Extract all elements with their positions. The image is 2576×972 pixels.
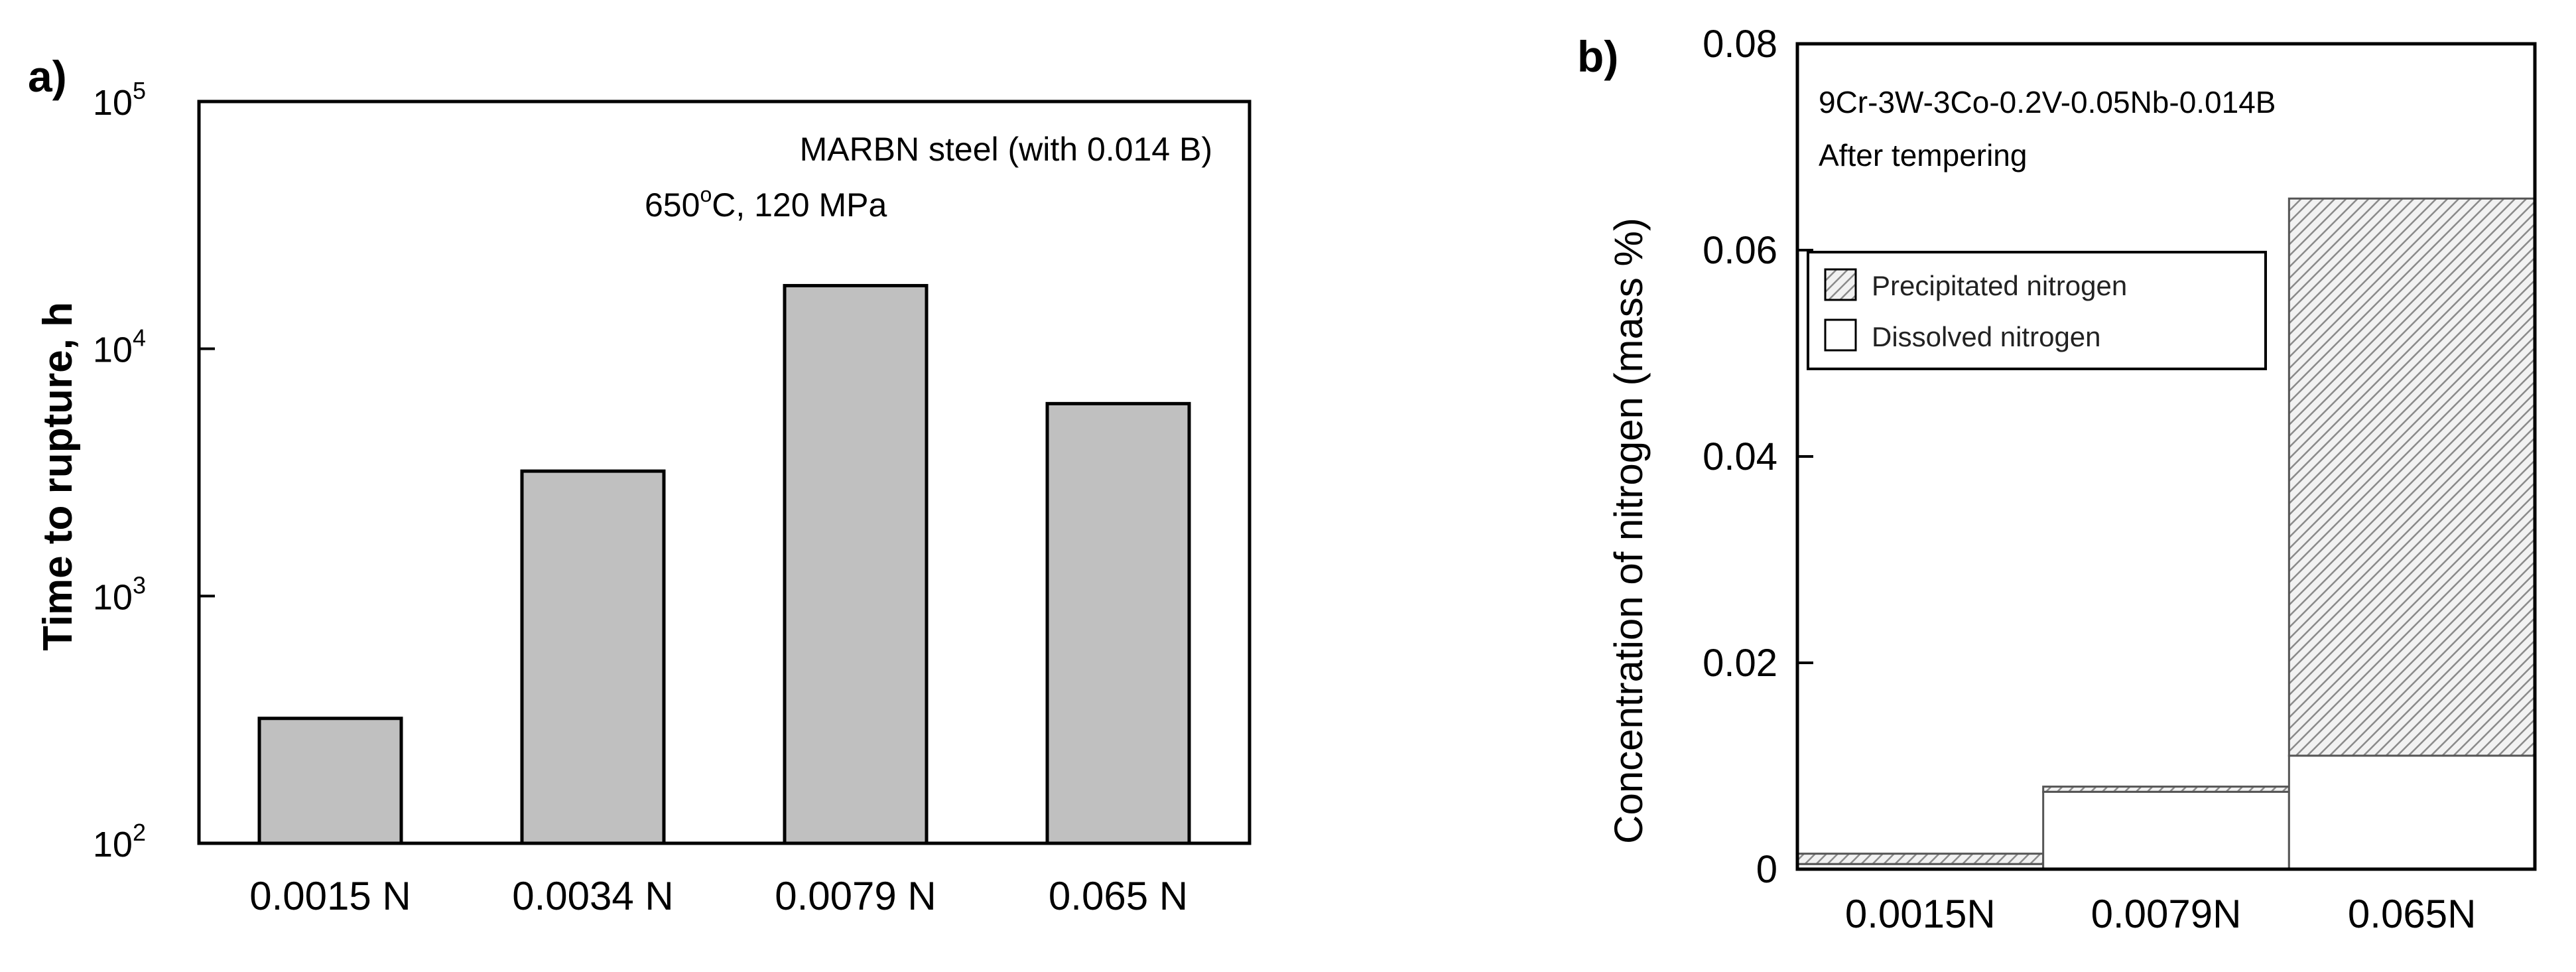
chart-b-category-label: 0.0079N xyxy=(2091,892,2242,936)
chart-a-category-label: 0.065 N xyxy=(1049,874,1188,918)
legend-swatch-dissolved xyxy=(1824,318,1857,352)
legend-label-precipitated: Precipitated nitrogen xyxy=(1872,270,2127,301)
chart-a-plot-frame xyxy=(197,100,1252,845)
chart-a-ytick-label: 104 xyxy=(93,324,146,370)
chart-a-bar xyxy=(783,284,929,845)
chart-a-bar xyxy=(1045,401,1191,845)
chart-a-annotation-degree: o xyxy=(700,182,712,206)
chart-b-category-label: 0.065N xyxy=(2348,892,2476,936)
chart-a-ytick-label: 103 xyxy=(93,571,146,617)
chart-b-yticks: 0 0.02 0.04 0.06 0.08 xyxy=(1703,23,2535,891)
chart-a-category-label: 0.0034 N xyxy=(512,874,674,918)
chart-b-annotation-line2: After tempering xyxy=(1819,138,2027,173)
chart-b-ytick-label: 0.08 xyxy=(1703,23,1777,66)
chart-a-ylabel: Time to rupture, h xyxy=(35,302,81,651)
chart-a-category-label: 0.0079 N xyxy=(775,874,936,918)
chart-b-annotation-line1: 9Cr-3W-3Co-0.2V-0.05Nb-0.014B xyxy=(1819,85,2276,119)
chart-b-bar-precipitated xyxy=(2042,786,2290,793)
chart-b-plot-frame xyxy=(1795,42,2537,871)
chart-b-ylabel: Concentration of nitrogen (mass %) xyxy=(1606,218,1651,844)
chart-a-annotation-conditions: C, 120 MPa xyxy=(712,186,887,224)
chart-a-bar xyxy=(257,717,403,845)
chart-a-ytick-label: 105 xyxy=(93,77,146,123)
chart-b-ytick-label: 0.06 xyxy=(1703,229,1777,272)
chart-b-bar-dissolved xyxy=(2042,790,2290,870)
chart-a-yticks: 102 103 104 105 xyxy=(93,77,215,865)
chart-b-bar-precipitated xyxy=(2287,197,2536,757)
chart-a-bars xyxy=(257,284,1191,845)
chart-b-bar-dissolved xyxy=(2287,754,2536,870)
chart-b-ytick-label: 0.02 xyxy=(1703,642,1777,685)
chart-a-ytick-label: 102 xyxy=(93,819,146,865)
chart-b-bars xyxy=(1796,197,2536,870)
chart-b: b) Concentration of nitrogen (mass %) 00… xyxy=(1577,23,2537,936)
panel-label-b: b) xyxy=(1577,32,1618,81)
chart-b-ytick-label: 0.04 xyxy=(1703,435,1777,478)
legend-swatch-precipitated xyxy=(1824,268,1857,301)
legend-label-dissolved: Dissolved nitrogen xyxy=(1872,321,2101,352)
chart-a: a) Time to rupture, h 102 103 104 105 0.001… xyxy=(28,52,1252,918)
chart-b-categories: 0.0015N 0.0079N 0.065N xyxy=(1845,892,2477,936)
chart-b-ytick-label: 0 xyxy=(1756,848,1777,891)
chart-b-category-label: 0.0015N xyxy=(1845,892,1996,936)
chart-a-annotation-temp: 650 xyxy=(645,186,700,224)
chart-a-categories: 0.0015 N 0.0034 N 0.0079 N 0.065 N xyxy=(249,874,1188,918)
chart-b-legend: Precipitated nitrogen Dissolved nitrogen xyxy=(1807,251,2267,370)
chart-b-legend-box xyxy=(1807,251,2267,370)
chart-a-bar xyxy=(520,469,666,845)
panel-label-a: a) xyxy=(28,52,67,101)
chart-a-annotation-line1: MARBN steel (with 0.014 B) xyxy=(800,131,1212,168)
chart-b-bar-precipitated xyxy=(1796,853,2045,865)
chart-a-category-label: 0.0015 N xyxy=(249,874,411,918)
chart-a-annotation-line2: 650oC, 120 MPa xyxy=(645,182,887,224)
